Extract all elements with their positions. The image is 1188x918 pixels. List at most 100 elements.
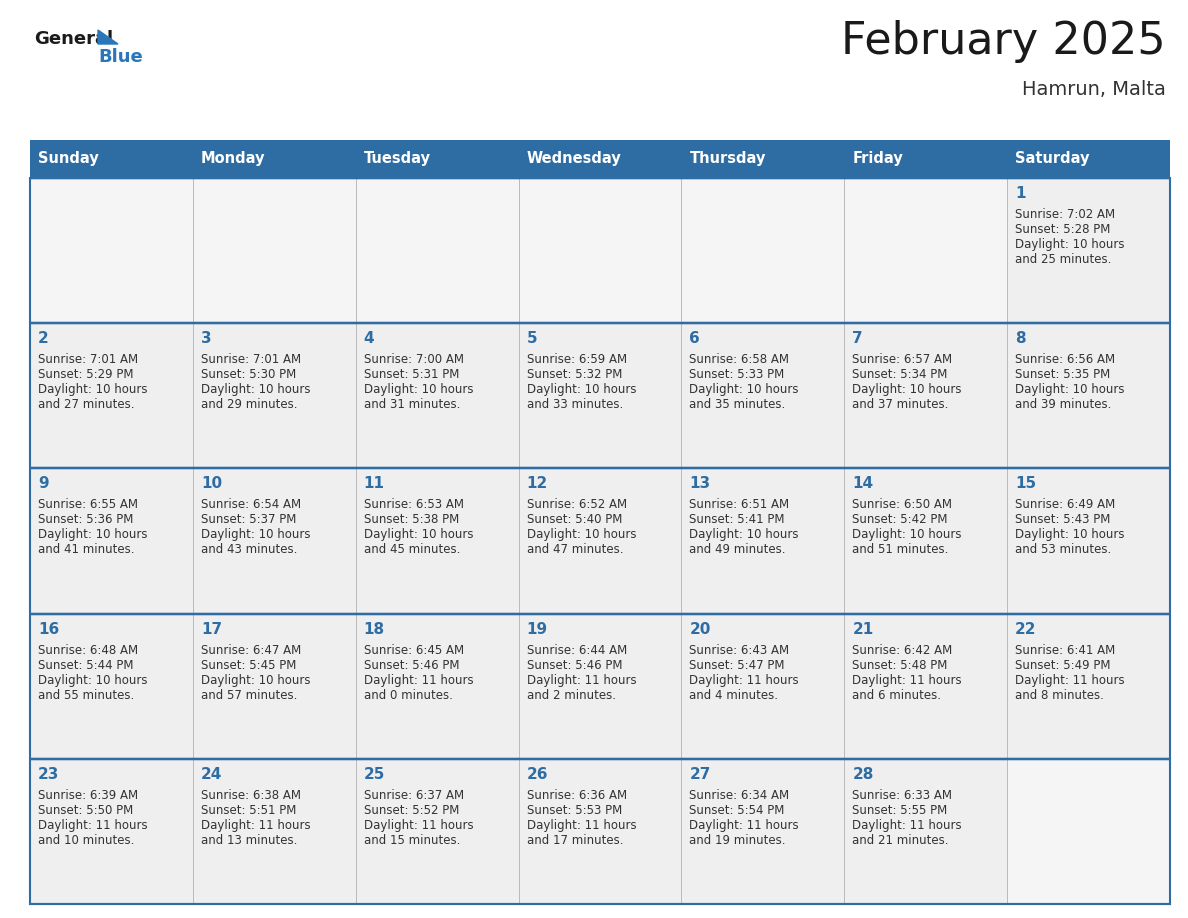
Bar — [519, 759, 682, 904]
Bar — [355, 759, 519, 904]
Text: Friday: Friday — [852, 151, 903, 166]
Text: and 29 minutes.: and 29 minutes. — [201, 398, 297, 411]
Text: 11: 11 — [364, 476, 385, 491]
Text: and 31 minutes.: and 31 minutes. — [364, 398, 460, 411]
Text: and 33 minutes.: and 33 minutes. — [526, 398, 623, 411]
Text: Sunrise: 6:33 AM: Sunrise: 6:33 AM — [852, 789, 953, 801]
Text: 15: 15 — [1015, 476, 1036, 491]
Text: Daylight: 10 hours: Daylight: 10 hours — [1015, 383, 1125, 397]
Text: 23: 23 — [38, 767, 59, 782]
Text: Daylight: 11 hours: Daylight: 11 hours — [526, 674, 637, 687]
Text: 2: 2 — [38, 331, 49, 346]
Text: 24: 24 — [201, 767, 222, 782]
Text: 3: 3 — [201, 331, 211, 346]
Bar — [192, 323, 355, 468]
Bar — [30, 178, 192, 323]
Text: Daylight: 11 hours: Daylight: 11 hours — [852, 819, 962, 832]
Text: 27: 27 — [689, 767, 710, 782]
Text: Sunset: 5:30 PM: Sunset: 5:30 PM — [201, 368, 296, 381]
Bar — [845, 613, 1007, 759]
Text: and 4 minutes.: and 4 minutes. — [689, 688, 778, 701]
Text: Sunrise: 6:51 AM: Sunrise: 6:51 AM — [689, 498, 790, 511]
Text: Hamrun, Malta: Hamrun, Malta — [1022, 80, 1165, 99]
Text: Sunset: 5:51 PM: Sunset: 5:51 PM — [201, 804, 296, 817]
Text: Sunrise: 6:42 AM: Sunrise: 6:42 AM — [852, 644, 953, 656]
Text: Sunset: 5:31 PM: Sunset: 5:31 PM — [364, 368, 459, 381]
Text: Daylight: 11 hours: Daylight: 11 hours — [689, 674, 800, 687]
Text: Sunset: 5:46 PM: Sunset: 5:46 PM — [364, 658, 460, 672]
Polygon shape — [97, 30, 118, 44]
Text: and 17 minutes.: and 17 minutes. — [526, 834, 623, 846]
Text: and 55 minutes.: and 55 minutes. — [38, 688, 134, 701]
Bar — [845, 178, 1007, 323]
Text: Sunset: 5:44 PM: Sunset: 5:44 PM — [38, 658, 133, 672]
Text: Daylight: 10 hours: Daylight: 10 hours — [1015, 238, 1125, 251]
Text: Sunset: 5:28 PM: Sunset: 5:28 PM — [1015, 223, 1111, 236]
Text: Daylight: 11 hours: Daylight: 11 hours — [364, 819, 473, 832]
Text: Sunset: 5:54 PM: Sunset: 5:54 PM — [689, 804, 785, 817]
Text: Sunset: 5:37 PM: Sunset: 5:37 PM — [201, 513, 296, 526]
Bar — [192, 468, 355, 613]
Text: Daylight: 10 hours: Daylight: 10 hours — [1015, 529, 1125, 542]
Text: and 43 minutes.: and 43 minutes. — [201, 543, 297, 556]
Text: Sunset: 5:47 PM: Sunset: 5:47 PM — [689, 658, 785, 672]
Text: Daylight: 11 hours: Daylight: 11 hours — [201, 819, 310, 832]
Text: Sunrise: 6:45 AM: Sunrise: 6:45 AM — [364, 644, 463, 656]
Text: 12: 12 — [526, 476, 548, 491]
Text: 25: 25 — [364, 767, 385, 782]
Text: Sunrise: 6:48 AM: Sunrise: 6:48 AM — [38, 644, 138, 656]
Bar — [845, 323, 1007, 468]
Text: Sunset: 5:55 PM: Sunset: 5:55 PM — [852, 804, 948, 817]
Text: Daylight: 11 hours: Daylight: 11 hours — [38, 819, 147, 832]
Text: Daylight: 11 hours: Daylight: 11 hours — [526, 819, 637, 832]
Text: Sunrise: 6:41 AM: Sunrise: 6:41 AM — [1015, 644, 1116, 656]
Text: Sunrise: 6:34 AM: Sunrise: 6:34 AM — [689, 789, 790, 801]
Bar — [519, 178, 682, 323]
Bar — [30, 468, 192, 613]
Bar — [30, 759, 192, 904]
Text: and 47 minutes.: and 47 minutes. — [526, 543, 623, 556]
Bar — [192, 178, 355, 323]
Bar — [30, 140, 1170, 178]
Bar — [682, 323, 845, 468]
Text: Sunrise: 6:53 AM: Sunrise: 6:53 AM — [364, 498, 463, 511]
Text: Sunrise: 6:44 AM: Sunrise: 6:44 AM — [526, 644, 627, 656]
Text: 22: 22 — [1015, 621, 1037, 636]
Text: 13: 13 — [689, 476, 710, 491]
Text: and 27 minutes.: and 27 minutes. — [38, 398, 134, 411]
Text: and 13 minutes.: and 13 minutes. — [201, 834, 297, 846]
Text: and 37 minutes.: and 37 minutes. — [852, 398, 949, 411]
Bar — [192, 613, 355, 759]
Text: Sunday: Sunday — [38, 151, 99, 166]
Bar — [355, 323, 519, 468]
Bar — [845, 468, 1007, 613]
Text: Sunset: 5:29 PM: Sunset: 5:29 PM — [38, 368, 133, 381]
Text: Saturday: Saturday — [1015, 151, 1089, 166]
Text: Sunrise: 6:52 AM: Sunrise: 6:52 AM — [526, 498, 627, 511]
Text: Sunrise: 6:55 AM: Sunrise: 6:55 AM — [38, 498, 138, 511]
Text: 1: 1 — [1015, 186, 1025, 201]
Bar — [1007, 468, 1170, 613]
Text: Daylight: 11 hours: Daylight: 11 hours — [364, 674, 473, 687]
Text: Sunrise: 7:01 AM: Sunrise: 7:01 AM — [38, 353, 138, 366]
Text: 8: 8 — [1015, 331, 1025, 346]
Text: Daylight: 10 hours: Daylight: 10 hours — [852, 529, 962, 542]
Text: Sunrise: 7:02 AM: Sunrise: 7:02 AM — [1015, 208, 1116, 221]
Text: Daylight: 11 hours: Daylight: 11 hours — [852, 674, 962, 687]
Bar — [519, 468, 682, 613]
Text: Sunrise: 6:56 AM: Sunrise: 6:56 AM — [1015, 353, 1116, 366]
Text: 17: 17 — [201, 621, 222, 636]
Text: Daylight: 10 hours: Daylight: 10 hours — [201, 674, 310, 687]
Bar — [355, 178, 519, 323]
Text: and 10 minutes.: and 10 minutes. — [38, 834, 134, 846]
Text: Sunset: 5:42 PM: Sunset: 5:42 PM — [852, 513, 948, 526]
Bar — [192, 759, 355, 904]
Bar — [682, 613, 845, 759]
Bar — [30, 323, 192, 468]
Text: Sunrise: 6:47 AM: Sunrise: 6:47 AM — [201, 644, 301, 656]
Text: Sunset: 5:45 PM: Sunset: 5:45 PM — [201, 658, 296, 672]
Text: and 0 minutes.: and 0 minutes. — [364, 688, 453, 701]
Text: Daylight: 10 hours: Daylight: 10 hours — [201, 529, 310, 542]
Text: and 21 minutes.: and 21 minutes. — [852, 834, 949, 846]
Text: and 35 minutes.: and 35 minutes. — [689, 398, 785, 411]
